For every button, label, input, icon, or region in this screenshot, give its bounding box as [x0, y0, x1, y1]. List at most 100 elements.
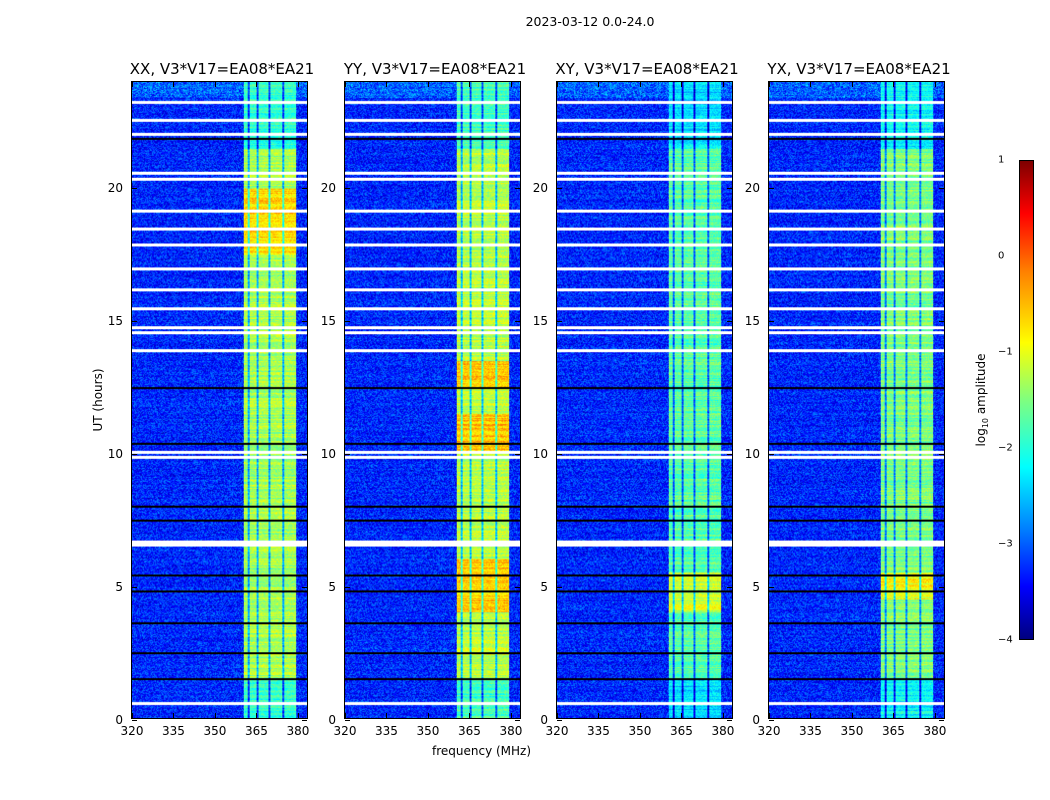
x-tick-mark — [598, 713, 600, 718]
x-tick-mark — [214, 82, 216, 87]
x-tick-label: 335 — [799, 724, 822, 738]
x-tick-label: 380 — [499, 724, 523, 738]
y-tick-mark — [132, 321, 137, 323]
x-tick-label: 365 — [670, 724, 693, 738]
y-tick-mark — [769, 188, 774, 190]
y-tick-label: 15 — [107, 314, 123, 329]
colorbar-label: log10 amplitude — [973, 353, 991, 447]
x-axis-label: frequency (MHz) — [432, 744, 532, 758]
x-tick-label: 350 — [840, 724, 864, 738]
y-tick-mark — [939, 188, 944, 190]
y-tick-label: 15 — [320, 314, 336, 329]
y-tick-mark — [727, 587, 732, 589]
y-tick-mark — [769, 454, 774, 456]
y-tick-label: 10 — [744, 447, 760, 462]
y-tick-mark — [345, 188, 350, 190]
x-tick-label: 335 — [162, 724, 185, 738]
x-tick-mark — [769, 713, 770, 718]
y-tick-mark — [132, 720, 137, 721]
colorbar-tick-label: −2 — [998, 442, 1013, 454]
y-tick-label: 10 — [532, 447, 548, 462]
y-tick-mark — [557, 188, 562, 190]
x-tick-label: 380 — [923, 724, 947, 738]
y-tick-label: 5 — [328, 580, 336, 595]
x-tick-mark — [598, 82, 600, 87]
y-tick-mark — [727, 720, 732, 721]
x-tick-mark — [427, 82, 429, 87]
x-tick-mark — [810, 713, 812, 718]
x-tick-label: 320 — [545, 724, 569, 738]
y-tick-label: 5 — [752, 580, 760, 595]
x-tick-label: 335 — [587, 724, 610, 738]
y-tick-mark — [727, 188, 732, 190]
y-tick-mark — [557, 587, 562, 589]
x-tick-mark — [214, 713, 216, 718]
heatmap-image — [132, 82, 307, 718]
y-tick-label: 5 — [115, 580, 123, 595]
y-tick-mark — [515, 720, 520, 721]
y-axis-label: UT (hours) — [91, 368, 105, 432]
y-tick-label: 20 — [744, 181, 760, 196]
y-tick-mark — [302, 587, 307, 589]
x-tick-mark — [173, 82, 175, 87]
colorbar-tick-label: −1 — [998, 346, 1013, 358]
y-tick-mark — [132, 587, 137, 589]
x-tick-mark — [132, 82, 133, 87]
y-tick-mark — [557, 720, 562, 721]
x-tick-label: 350 — [203, 724, 227, 738]
x-tick-mark — [639, 82, 641, 87]
heatmap-image — [769, 82, 944, 718]
x-tick-mark — [557, 82, 558, 87]
y-tick-mark — [515, 321, 520, 323]
y-tick-mark — [727, 321, 732, 323]
heatmap-panel: YX, V3*V17=EA08*EA21 320 335 350 365 380 0 5 10 1… — [745, 60, 951, 738]
x-tick-mark — [934, 713, 936, 718]
x-tick-label: 365 — [882, 724, 905, 738]
y-tick-label: 10 — [107, 447, 123, 462]
colorbar — [1019, 160, 1034, 640]
x-tick-mark — [681, 713, 683, 718]
x-tick-mark — [893, 713, 895, 718]
panel-title: YX, V3*V17=EA08*EA21 — [767, 60, 951, 78]
heatmap-panel: XY, V3*V17=EA08*EA21 320 335 350 365 380 0 5 10 1… — [533, 60, 739, 738]
x-tick-label: 335 — [375, 724, 398, 738]
y-tick-label: 0 — [540, 713, 548, 727]
y-tick-label: 0 — [752, 713, 760, 727]
y-tick-mark — [727, 454, 732, 456]
x-tick-label: 350 — [416, 724, 440, 738]
y-tick-mark — [557, 321, 562, 323]
x-tick-label: 350 — [628, 724, 652, 738]
x-tick-mark — [427, 713, 429, 718]
y-tick-mark — [132, 188, 137, 190]
y-tick-label: 5 — [540, 580, 548, 595]
y-tick-label: 20 — [320, 181, 336, 196]
y-tick-mark — [345, 720, 350, 721]
colorbar-tick-label: 1 — [998, 154, 1005, 166]
y-tick-label: 0 — [115, 713, 123, 727]
x-tick-mark — [345, 713, 346, 718]
x-tick-mark — [510, 713, 512, 718]
y-tick-mark — [515, 454, 520, 456]
x-tick-mark — [893, 82, 895, 87]
x-tick-label: 380 — [286, 724, 310, 738]
panel-title: XY, V3*V17=EA08*EA21 — [555, 60, 739, 78]
colorbar-tick-label: −4 — [998, 634, 1013, 646]
x-tick-label: 320 — [333, 724, 357, 738]
x-tick-mark — [639, 713, 641, 718]
y-tick-label: 0 — [328, 713, 336, 727]
y-tick-mark — [345, 321, 350, 323]
y-tick-mark — [769, 587, 774, 589]
y-tick-mark — [515, 188, 520, 190]
y-tick-mark — [132, 454, 137, 456]
x-tick-mark — [256, 82, 258, 87]
y-tick-mark — [939, 454, 944, 456]
x-tick-mark — [934, 82, 936, 87]
panel-title: YY, V3*V17=EA08*EA21 — [343, 60, 527, 78]
y-tick-mark — [302, 720, 307, 721]
y-tick-mark — [769, 321, 774, 323]
x-tick-mark — [386, 713, 388, 718]
y-tick-mark — [769, 720, 774, 721]
x-tick-mark — [722, 713, 724, 718]
y-tick-mark — [939, 720, 944, 721]
